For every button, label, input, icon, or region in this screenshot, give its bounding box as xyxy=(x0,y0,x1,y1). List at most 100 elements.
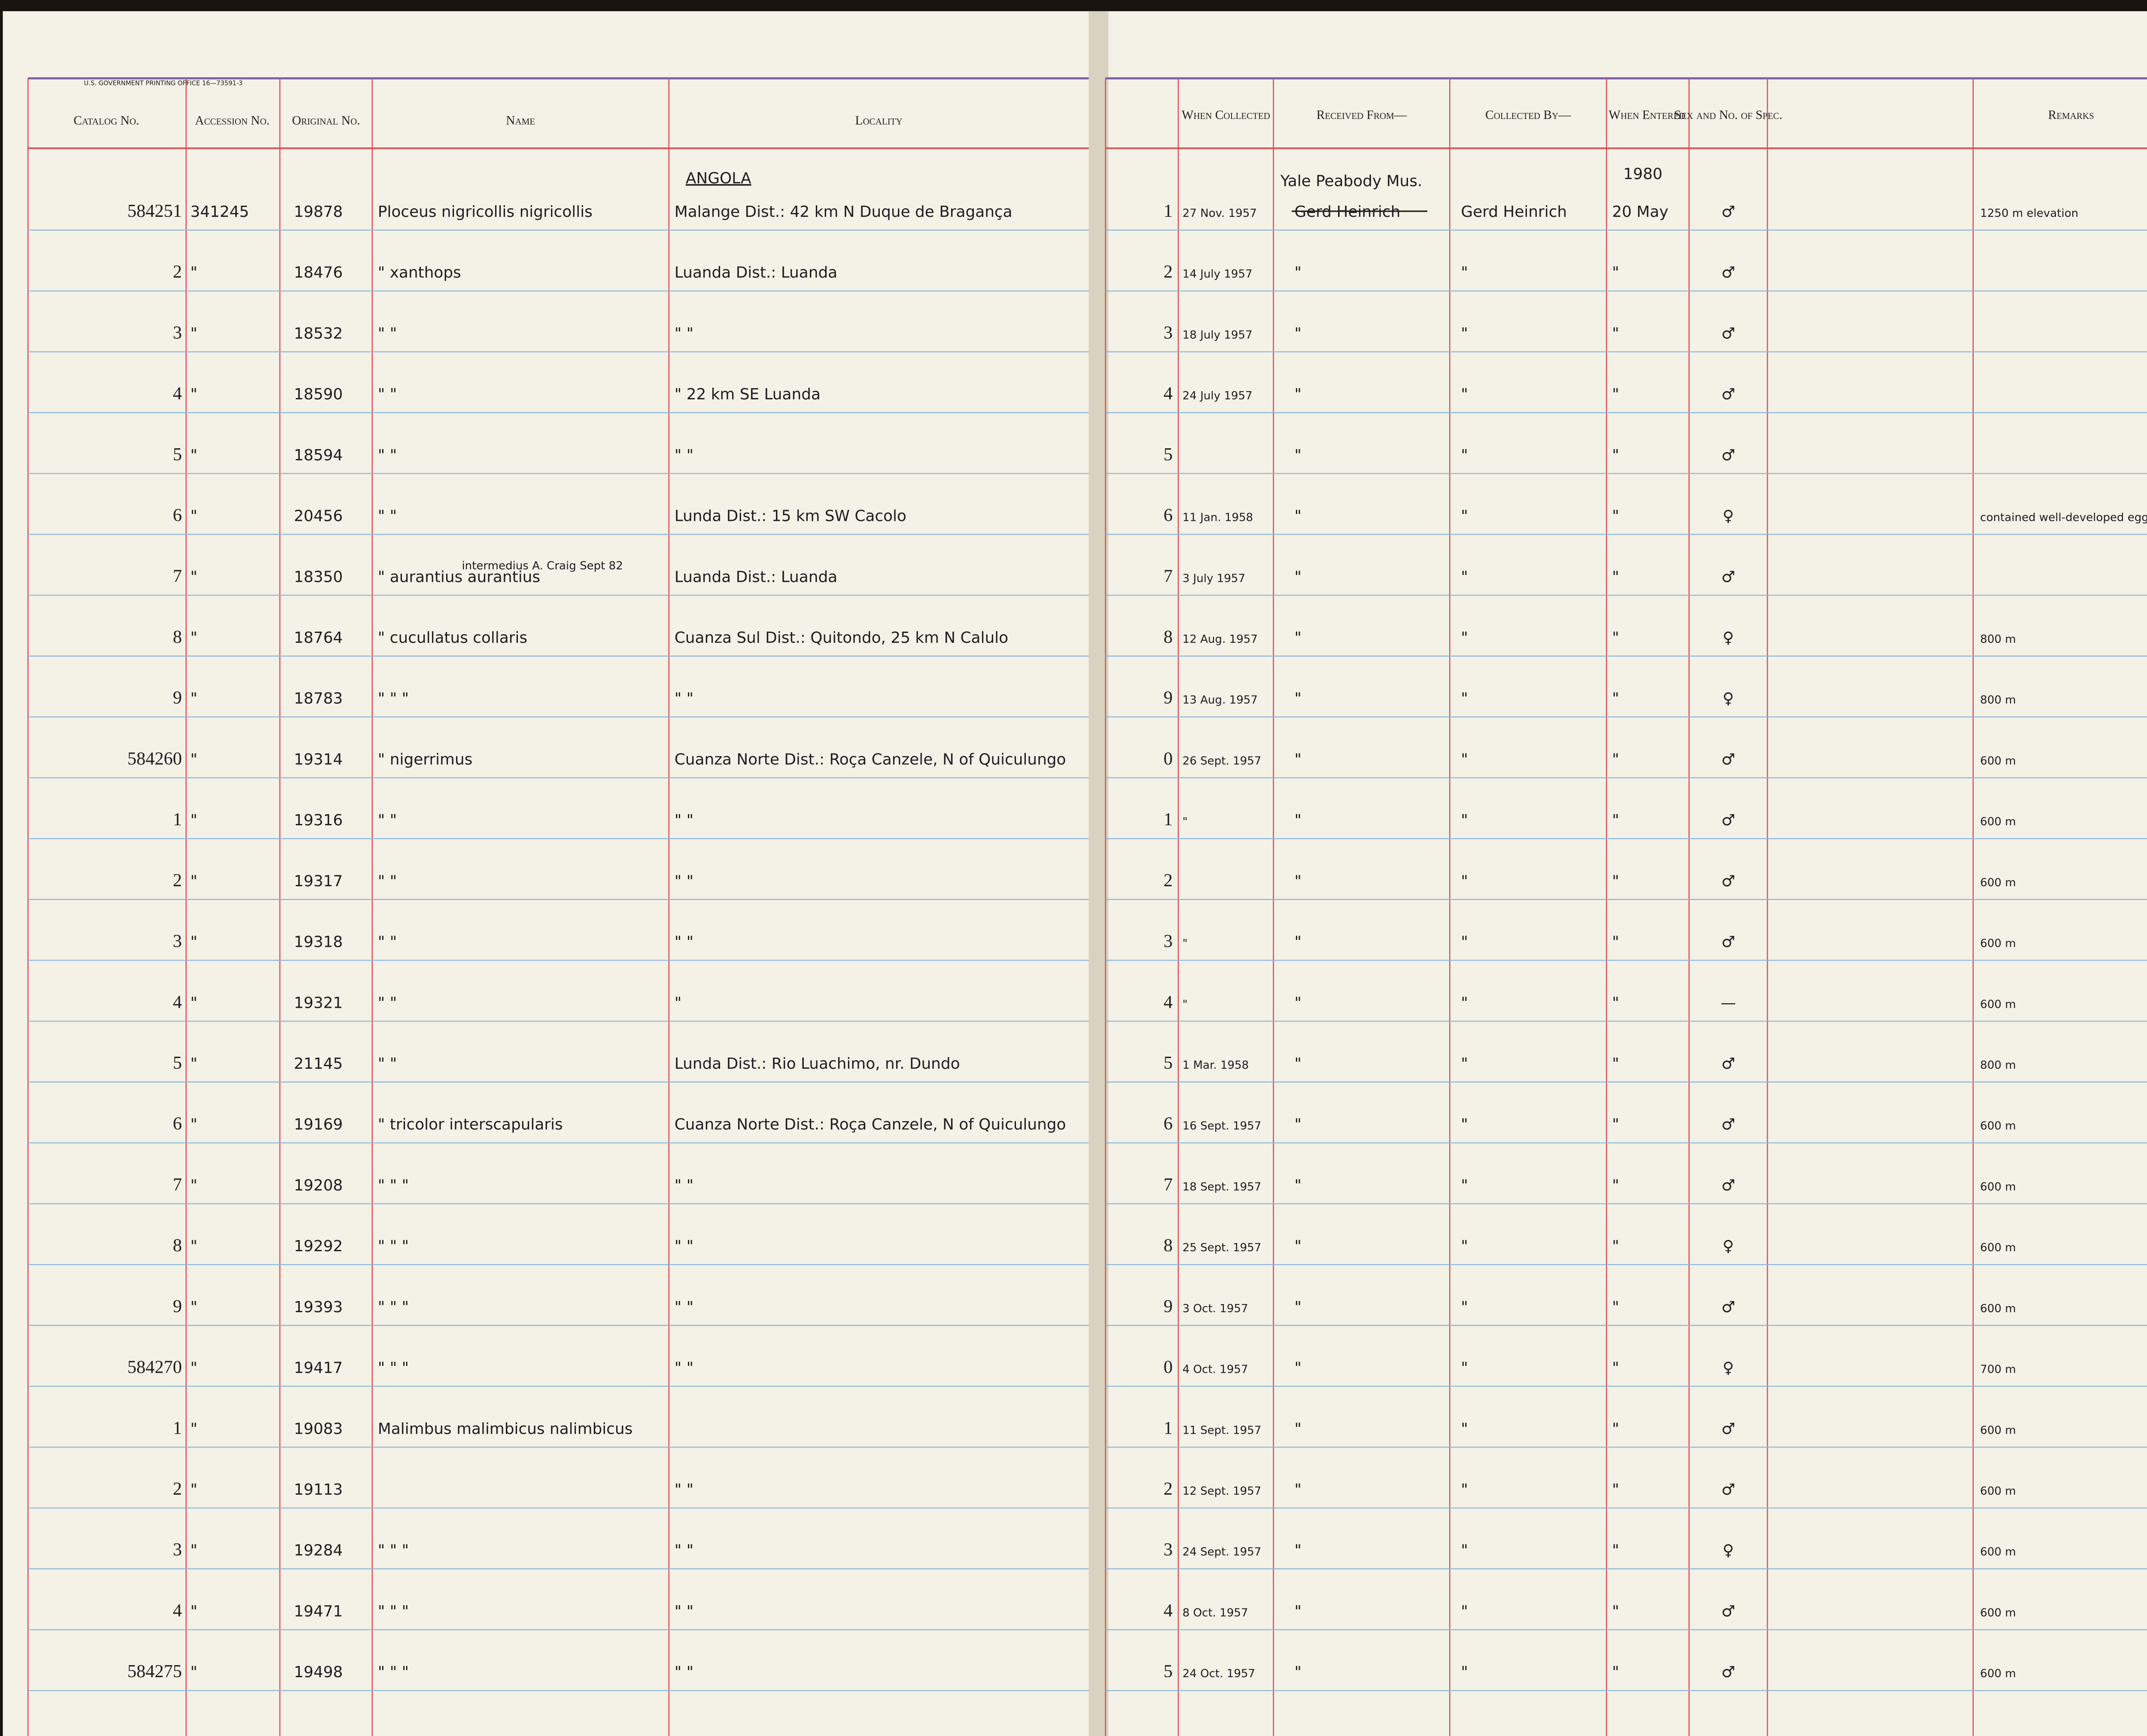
sex: ♀ xyxy=(1723,1542,1734,1560)
remarks: 600 m xyxy=(1980,1180,2016,1193)
name: " " " xyxy=(378,1298,409,1316)
name: " cucullatus collaris xyxy=(378,629,527,647)
locality: " " xyxy=(675,1237,693,1255)
collected-by: " xyxy=(1461,447,1468,464)
column-header: Original No. xyxy=(292,114,360,128)
name: " " xyxy=(378,1055,397,1073)
collected: 25 Sept. 1957 xyxy=(1183,1241,1262,1254)
accession: " xyxy=(190,1663,197,1681)
original: 19498 xyxy=(294,1663,343,1681)
locality: Cuanza Norte Dist.: Roça Canzele, N of Q… xyxy=(675,1116,1066,1134)
right-no: 3 xyxy=(1164,1540,1173,1560)
sex: ♂ xyxy=(1721,1055,1735,1073)
entered: " xyxy=(1612,447,1619,464)
column-header: When Collected xyxy=(1182,108,1270,122)
accession: " xyxy=(190,386,197,403)
collected-by: " xyxy=(1461,1542,1468,1560)
locality: Luanda Dist.: Luanda xyxy=(675,568,837,586)
right-no: 6 xyxy=(1164,505,1173,526)
name: " " " xyxy=(378,1177,409,1194)
right-no: 4 xyxy=(1164,383,1173,404)
collected: 12 Sept. 1957 xyxy=(1183,1485,1262,1498)
right-no: 9 xyxy=(1164,1296,1173,1316)
right-no: 1 xyxy=(1164,1418,1173,1438)
catalog: 5 xyxy=(173,444,182,465)
accession: " xyxy=(190,994,197,1012)
catalog: 7 xyxy=(173,566,182,586)
remarks: 1250 m elevation xyxy=(1980,207,2078,220)
collected: 12 Aug. 1957 xyxy=(1183,633,1258,646)
column-header: Remarks xyxy=(2048,108,2094,122)
entered: " xyxy=(1612,1481,1619,1499)
locality: " " xyxy=(675,1602,693,1620)
sex: ♂ xyxy=(1721,1420,1735,1438)
right-no: 3 xyxy=(1164,931,1173,952)
original: 18476 xyxy=(294,264,343,282)
catalog: 9 xyxy=(173,1296,182,1316)
locality: " " xyxy=(675,873,693,890)
catalog: 8 xyxy=(173,1235,182,1256)
original: 19314 xyxy=(294,751,343,768)
name: " " xyxy=(378,812,397,829)
sex: ♂ xyxy=(1721,751,1735,768)
original: 19878 xyxy=(294,203,343,221)
collected-by: " xyxy=(1461,1481,1468,1499)
received: " xyxy=(1295,325,1302,342)
received: " xyxy=(1295,690,1302,708)
column-header: When Entered xyxy=(1609,108,1685,122)
catalog: 6 xyxy=(173,1114,182,1134)
collected-by: " xyxy=(1461,873,1468,890)
catalog: 2 xyxy=(173,870,182,891)
right-no: 5 xyxy=(1164,444,1173,465)
collected-by: " xyxy=(1461,1602,1468,1620)
entered: " xyxy=(1612,325,1619,342)
original: 19113 xyxy=(294,1481,343,1499)
remarks: 600 m xyxy=(1980,937,2016,950)
collected-by: " xyxy=(1461,1177,1468,1194)
entered: " xyxy=(1612,508,1619,525)
entered: " xyxy=(1612,1116,1619,1134)
locality: " " xyxy=(675,690,693,708)
catalog: 3 xyxy=(173,1540,182,1560)
accession: " xyxy=(190,1298,197,1316)
right-no: 2 xyxy=(1164,1479,1173,1499)
sex: ♂ xyxy=(1721,386,1735,403)
catalog: 584260 xyxy=(128,748,182,769)
catalog: 1 xyxy=(173,1418,182,1438)
original: 18594 xyxy=(294,447,343,464)
collected-by: " xyxy=(1461,1298,1468,1316)
entered: " xyxy=(1612,1298,1619,1316)
entered: " xyxy=(1612,1177,1619,1194)
original: 18783 xyxy=(294,690,343,708)
collected: 14 July 1957 xyxy=(1183,268,1253,281)
locality: " 22 km SE Luanda xyxy=(675,386,821,403)
entries: Catalog No. Accession No. Original No. Name… xyxy=(73,108,2147,1681)
original: 19321 xyxy=(294,994,343,1012)
received: " xyxy=(1295,1298,1302,1316)
right-no: 1 xyxy=(1164,809,1173,830)
locality: " " xyxy=(675,325,693,342)
locality: " " xyxy=(675,1481,693,1499)
received: " xyxy=(1295,264,1302,282)
catalog: 2 xyxy=(173,262,182,282)
catalog: 584270 xyxy=(128,1357,182,1377)
accession: " xyxy=(190,812,197,829)
received: " xyxy=(1295,1359,1302,1377)
collected: 8 Oct. 1957 xyxy=(1183,1606,1248,1619)
right-no: 0 xyxy=(1164,748,1173,769)
column-header: Locality xyxy=(855,114,903,128)
collected-by: " xyxy=(1461,812,1468,829)
locality: Luanda Dist.: Luanda xyxy=(675,264,837,282)
collected-by: " xyxy=(1461,325,1468,342)
entered: " xyxy=(1612,386,1619,403)
sex: ♂ xyxy=(1721,568,1735,586)
name: " " xyxy=(378,994,397,1012)
column-header: Received From— xyxy=(1317,108,1407,122)
entered: " xyxy=(1612,873,1619,890)
sex: ♀ xyxy=(1723,508,1734,525)
column-header: Catalog No. xyxy=(73,114,139,128)
sex: ♂ xyxy=(1721,1663,1735,1681)
locality: Cuanza Norte Dist.: Roça Canzele, N of Q… xyxy=(675,751,1066,768)
collected: 16 Sept. 1957 xyxy=(1183,1120,1262,1133)
name: " tricolor interscapularis xyxy=(378,1116,563,1134)
